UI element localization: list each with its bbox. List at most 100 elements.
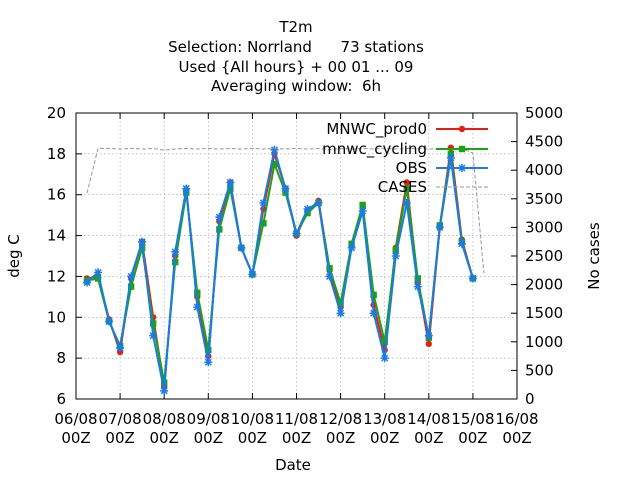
chart-title: T2m Selection: Norrland 73 stations Used… <box>168 18 424 95</box>
y-tick-label: 18 <box>47 145 66 163</box>
legend-marker-mnwc-cycling <box>458 145 466 153</box>
x-tick-label: 06/08 <box>54 410 97 428</box>
data-point-mnwc-cycling <box>359 201 366 209</box>
data-point-mnwc-cycling <box>370 291 377 299</box>
title-line-2: Selection: Norrland 73 stations <box>168 38 424 56</box>
x-tick-label: 00Z <box>458 429 487 447</box>
data-point-obs <box>138 237 147 246</box>
x-tick-label: 12/08 <box>319 410 362 428</box>
title-line-3: Used {All hours} + 00 01 ... 09 <box>179 58 414 76</box>
x-tick-label: 00Z <box>61 429 90 447</box>
data-point-obs <box>193 303 202 312</box>
x-tick-label: 00Z <box>150 429 179 447</box>
x-tick-label: 00Z <box>502 429 531 447</box>
data-point-obs <box>457 239 466 248</box>
data-point-mnwc-cycling <box>403 185 410 192</box>
y-tick-label: 20 <box>47 104 66 122</box>
x-tick-label: 07/08 <box>98 410 141 428</box>
x-tick-label: 00Z <box>414 429 443 447</box>
legend-marker-mnwc-prod0 <box>458 125 466 133</box>
data-point-obs <box>325 272 334 281</box>
data-point-obs <box>83 278 92 287</box>
y2-tick-label: 0 <box>525 390 535 408</box>
data-point-mnwc-cycling <box>149 320 157 327</box>
data-point-obs <box>259 198 268 207</box>
x-tick-label: 00Z <box>238 429 267 447</box>
legend-label-obs: OBS <box>396 159 427 177</box>
data-point-obs <box>94 268 103 277</box>
data-point-mnwc-cycling <box>94 275 102 282</box>
x-tick-label: 16/08 <box>495 410 538 428</box>
data-point-obs <box>446 153 455 162</box>
x-tick-label: 00Z <box>105 429 134 447</box>
x-tick-label: 00Z <box>326 429 355 447</box>
x-tick-label: 10/08 <box>231 410 274 428</box>
data-point-obs <box>270 145 279 154</box>
data-point-obs <box>292 229 301 238</box>
x-tick-label: 09/08 <box>187 410 230 428</box>
x-axis-label: Date <box>275 456 311 474</box>
data-point-mnwc-cycling <box>260 220 267 227</box>
x-tick-label: 00Z <box>282 429 311 447</box>
data-point-obs <box>424 331 433 340</box>
data-point-obs <box>369 309 378 318</box>
y-axis-label: deg C <box>5 234 23 278</box>
y-tick-label: 10 <box>47 308 66 326</box>
data-point-obs <box>314 198 323 207</box>
data-point-obs <box>336 309 345 318</box>
data-point-mnwc-cycling <box>392 246 399 254</box>
data-point-mnwc-cycling <box>194 289 201 296</box>
y-tick-label: 8 <box>56 349 66 367</box>
y2-tick-label: 2000 <box>525 276 563 294</box>
y-tick-label: 14 <box>47 227 66 245</box>
data-point-mnwc-cycling <box>337 299 344 307</box>
data-point-obs <box>226 178 235 187</box>
series-group <box>83 144 485 395</box>
data-point-mnwc-cycling <box>447 150 455 158</box>
y2-tick-label: 3000 <box>525 218 563 236</box>
y2-tick-label: 3500 <box>525 190 563 208</box>
y2-tick-label: 1000 <box>525 333 563 351</box>
y2-tick-label: 4000 <box>525 161 563 179</box>
series-line-obs <box>86 148 474 392</box>
legend-label-mnwc-cycling: mnwc_cycling <box>322 140 427 159</box>
data-point-obs <box>105 317 114 326</box>
x-tick-label: 00Z <box>370 429 399 447</box>
data-point-obs <box>468 274 477 283</box>
data-point-obs <box>237 243 246 252</box>
data-point-obs <box>391 252 400 260</box>
data-point-obs <box>204 358 213 367</box>
legend-label-cases: CASES <box>378 178 427 196</box>
x-tick-label: 00Z <box>194 429 223 447</box>
y-tick-label: 16 <box>47 186 66 204</box>
y-tick-label: 12 <box>47 267 66 285</box>
data-point-obs <box>435 223 444 232</box>
legend-marker-obs <box>458 164 466 172</box>
y2-tick-label: 5000 <box>525 104 563 122</box>
data-point-obs <box>127 272 136 281</box>
data-point-mnwc-cycling <box>271 160 278 168</box>
data-point-obs <box>347 243 356 252</box>
data-point-obs <box>149 331 158 340</box>
axes: 06/0800Z07/0800Z08/0800Z09/0800Z10/0800Z… <box>47 104 563 447</box>
x-tick-label: 11/08 <box>275 410 318 428</box>
data-point-obs <box>303 205 312 214</box>
data-point-obs <box>182 184 191 193</box>
data-point-mnwc-cycling <box>304 209 311 217</box>
data-point-mnwc-cycling <box>381 338 388 345</box>
title-line-1: T2m <box>278 18 312 36</box>
x-tick-label: 15/08 <box>451 410 494 428</box>
data-point-mnwc-prod0 <box>425 340 432 348</box>
data-point-mnwc-cycling <box>326 265 333 272</box>
data-point-obs <box>248 270 257 279</box>
x-tick-label: 14/08 <box>407 410 450 428</box>
y2-tick-label: 1500 <box>525 304 563 322</box>
data-point-obs <box>281 184 290 193</box>
title-line-4: Averaging window: 6h <box>211 77 381 95</box>
data-point-obs <box>358 207 367 216</box>
x-tick-label: 13/08 <box>363 410 406 428</box>
data-point-mnwc-prod0 <box>403 179 410 186</box>
data-point-obs <box>380 354 389 363</box>
